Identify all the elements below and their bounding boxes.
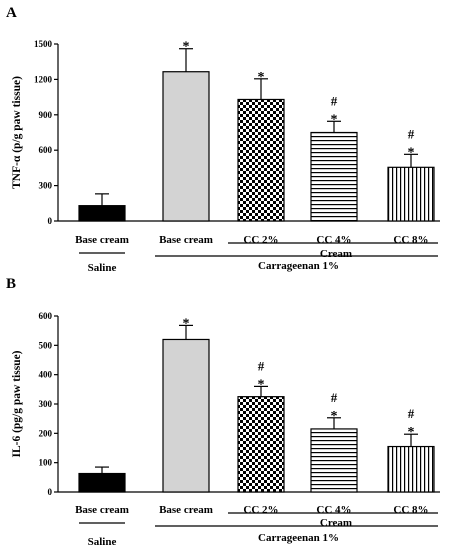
- y-tick-label: 600: [39, 145, 53, 155]
- group-label: Carrageenan 1%: [258, 260, 339, 272]
- x-category-label: CC 8%: [393, 504, 428, 516]
- x-category-label: CC 2%: [243, 504, 278, 516]
- bar: [387, 166, 435, 222]
- y-tick-label: 1500: [34, 39, 53, 49]
- significance-hash: #: [331, 390, 338, 405]
- bar: [162, 71, 210, 222]
- bar: [310, 428, 358, 493]
- group-label: Carrageenan 1%: [258, 532, 339, 544]
- significance-star: *: [408, 425, 415, 440]
- x-category-label: Base cream: [75, 234, 129, 246]
- significance-star: *: [331, 112, 338, 127]
- bar: [78, 205, 126, 222]
- y-tick-label: 300: [39, 399, 53, 409]
- significance-star: *: [258, 70, 265, 85]
- bar: [387, 445, 435, 493]
- bar: [78, 472, 126, 493]
- x-category-label: CC 8%: [393, 234, 428, 246]
- bar: [162, 338, 210, 493]
- significance-star: *: [183, 316, 190, 331]
- significance-hash: #: [331, 93, 338, 108]
- y-tick-label: 500: [39, 340, 53, 350]
- chart-panel-b: B 0 100 200 300 400 500 600 IL-6 (pg/g paw tissu…: [6, 276, 440, 548]
- significance-star: *: [331, 409, 338, 424]
- y-tick-label: 0: [48, 216, 53, 226]
- y-axis-label: IL-6 (pg/g paw tissue): [11, 350, 23, 457]
- y-tick-label: 400: [39, 370, 53, 380]
- x-category-label: CC 4%: [316, 504, 351, 516]
- group-label: Saline: [88, 536, 117, 548]
- panel-letter: A: [6, 5, 17, 21]
- y-tick-label: 200: [39, 428, 53, 438]
- y-tick-label: 1200: [34, 74, 53, 84]
- x-category-label: Base cream: [75, 504, 129, 516]
- group-label: Cream: [320, 517, 352, 529]
- x-category-label: CC 2%: [243, 234, 278, 246]
- significance-star: *: [258, 377, 265, 392]
- group-label: Cream: [320, 248, 352, 260]
- y-tick-label: 300: [39, 181, 53, 191]
- significance-hash: #: [258, 358, 265, 373]
- y-tick-label: 100: [39, 458, 53, 468]
- x-category-label: Base cream: [159, 234, 213, 246]
- y-tick-label: 0: [48, 487, 53, 497]
- x-category-label: CC 4%: [316, 234, 351, 246]
- significance-hash: #: [408, 126, 415, 141]
- bar: [310, 131, 358, 222]
- significance-star: *: [183, 40, 190, 55]
- y-tick-label: 900: [39, 110, 53, 120]
- x-category-label: Base cream: [159, 504, 213, 516]
- group-label: Saline: [88, 262, 117, 274]
- panel-letter: B: [6, 276, 16, 292]
- y-tick-label: 600: [39, 311, 53, 321]
- bar: [237, 98, 285, 222]
- y-axis-label: TNF-α (p/g paw tissue): [11, 76, 23, 189]
- chart-panel-a: A 0 300 600 900 1200 1500 TNF-α (p/g paw tissue…: [6, 5, 440, 274]
- bar: [237, 396, 285, 493]
- significance-hash: #: [408, 406, 415, 421]
- significance-star: *: [408, 145, 415, 160]
